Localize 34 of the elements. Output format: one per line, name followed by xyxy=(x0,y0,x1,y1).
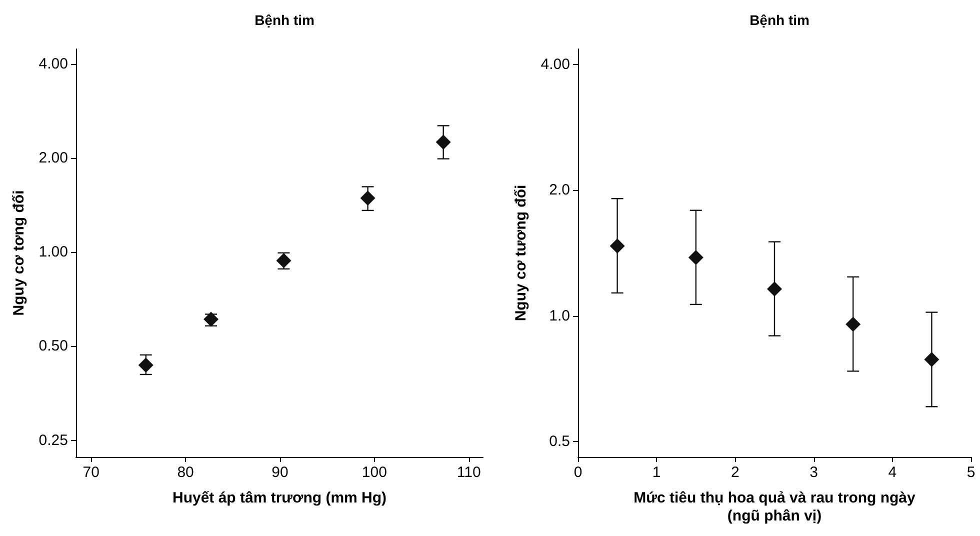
point xyxy=(846,316,861,332)
point xyxy=(138,358,154,373)
point xyxy=(610,238,625,254)
y-tick-label: 2.0 xyxy=(549,182,570,199)
y-tick-label: 0.5 xyxy=(549,432,570,450)
x-tick-label: 4 xyxy=(888,464,897,481)
y-tick-label: 4.00 xyxy=(540,56,570,74)
point xyxy=(360,190,376,206)
chart-title: Bệnh tim xyxy=(750,12,810,28)
point xyxy=(767,281,782,296)
y-tick-label: 4.00 xyxy=(38,56,68,73)
point xyxy=(436,134,451,150)
x-tick-label: 110 xyxy=(456,464,481,481)
x-tick-label: 90 xyxy=(272,464,288,481)
y-tick-label: 0.25 xyxy=(38,432,68,449)
y-tick-label: 0.50 xyxy=(38,338,68,355)
x-axis-title: Huyết áp tâm trương (mm Hg) xyxy=(172,490,387,506)
point xyxy=(924,352,940,368)
y-tick-label: 1.00 xyxy=(38,244,68,261)
x-tick-label: 1 xyxy=(652,464,661,481)
x-tick-label: 100 xyxy=(362,464,387,481)
x-tick-label: 0 xyxy=(574,464,582,481)
x-tick-label: 80 xyxy=(177,464,194,481)
y-tick-label: 2.00 xyxy=(38,150,68,167)
x-tick-label: 2 xyxy=(731,464,740,481)
y-axis-title: Nguy cơ tương đối xyxy=(512,184,530,322)
point xyxy=(688,250,704,265)
x-tick-label: 5 xyxy=(966,464,976,481)
y-tick-label: 1.0 xyxy=(549,307,570,324)
y-axis-title: Nguy cơ tơng đối xyxy=(10,190,28,316)
x-tick-label: 3 xyxy=(810,464,818,481)
chart-title: Bệnh tim xyxy=(254,12,314,28)
x-tick-label: 70 xyxy=(82,464,100,481)
x-axis-title: Mức tiêu thụ hoa quả và rau trong ngày (ngũ phân vị) xyxy=(634,490,916,524)
